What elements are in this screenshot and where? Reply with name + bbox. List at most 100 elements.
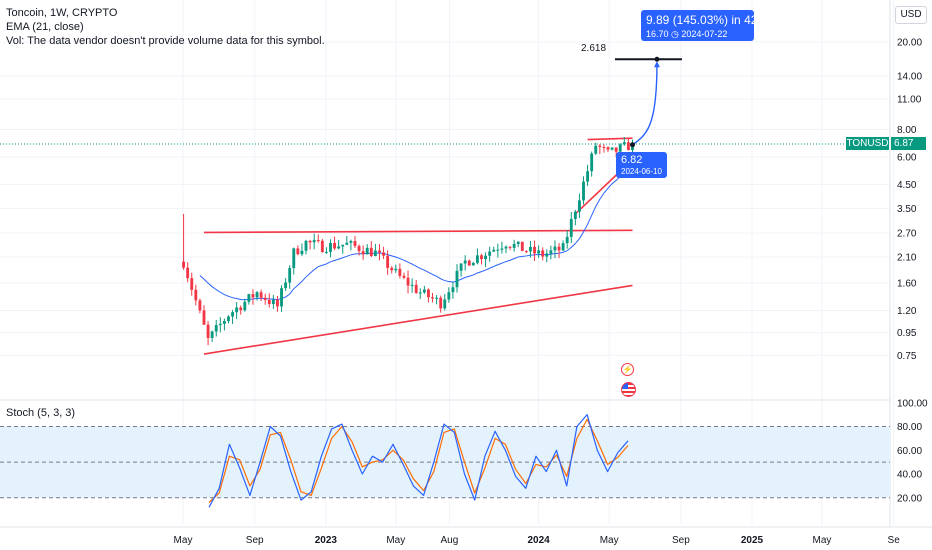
trendline-layer <box>203 137 633 355</box>
projection-label[interactable]: 9.89 (145.03%) in 42d 16.70 ◷ 2024-07-22 <box>641 10 764 41</box>
projection-change: 9.89 (145.03%) in 42d <box>646 13 765 27</box>
candle-body <box>492 249 496 252</box>
candle-body <box>182 261 186 268</box>
candle-body <box>288 268 292 283</box>
us-flag-icon[interactable] <box>621 382 636 397</box>
candle-body <box>304 240 308 251</box>
stoch-tick-label: 80.00 <box>897 422 922 433</box>
time-tick-label: 2024 <box>528 535 551 546</box>
candle-body <box>378 250 381 253</box>
trendline-support <box>203 284 633 355</box>
trendline-resistance <box>203 229 633 234</box>
ticker-badge: TONUSD <box>846 137 889 150</box>
candle-body <box>312 240 316 243</box>
stoch-k-line <box>208 414 629 508</box>
candle-body <box>435 297 439 299</box>
candle-body <box>537 250 541 254</box>
candle-body <box>427 289 430 298</box>
candle-body <box>610 147 614 150</box>
candle-body <box>386 255 390 268</box>
ema-line <box>199 167 633 301</box>
last-price-badge: 6.87 <box>891 137 926 150</box>
candle-body <box>545 253 549 257</box>
candle-body <box>235 307 239 313</box>
candle-body <box>206 324 210 338</box>
price-tick-label: 14.00 <box>897 72 922 83</box>
projection-curve <box>632 63 658 146</box>
stoch-tick-label: 60.00 <box>897 446 922 457</box>
time-tick-label: May <box>600 535 619 546</box>
price-tick-label: 2.70 <box>897 229 917 240</box>
candle-body <box>529 246 532 252</box>
lightning-icon[interactable]: ⚡ <box>621 363 634 376</box>
candle-body <box>390 267 394 271</box>
candle-body <box>357 245 361 252</box>
price-tick-label: 4.50 <box>897 180 917 191</box>
candle-body <box>626 142 630 151</box>
stoch-tick-label: 100.00 <box>897 398 928 409</box>
time-tick-label: Aug <box>441 535 459 546</box>
candle-body <box>602 146 606 148</box>
candle-body <box>439 297 443 309</box>
candle-body <box>598 145 602 147</box>
candle-body <box>618 144 622 152</box>
candle-body <box>471 262 475 266</box>
stoch-tick-label: 40.00 <box>897 470 922 481</box>
candle-body <box>406 277 410 286</box>
projection-target: 16.70 ◷ 2024-07-22 <box>646 29 728 39</box>
candle-body <box>243 301 247 311</box>
legend-volume: Vol: The data vendor doesn't provide vol… <box>6 35 325 47</box>
candle-body <box>561 243 565 251</box>
candle-body <box>337 246 341 249</box>
candle-body <box>594 145 598 154</box>
candle-body <box>292 248 296 269</box>
candle-body <box>247 294 251 302</box>
candle-layer <box>182 137 634 346</box>
candle-body <box>186 267 190 279</box>
candle-body <box>549 250 553 254</box>
projection-arrow <box>653 61 660 68</box>
candle-body <box>194 289 198 301</box>
stoch-legend[interactable]: Stoch (5, 3, 3) <box>6 407 76 419</box>
candle-body <box>500 248 504 250</box>
candle-body <box>218 323 222 326</box>
candle-body <box>496 249 500 251</box>
candle-body <box>259 292 263 298</box>
time-axis-layer: May Sep 2023 May Aug 2024 May Sep 2025 May Se <box>174 535 901 546</box>
candle-body <box>443 299 447 309</box>
candle-body <box>333 242 337 249</box>
currency-selector[interactable]: USD <box>895 6 927 24</box>
price-tick-label: 1.20 <box>897 306 917 317</box>
marker-date: 2024-06-10 <box>621 167 662 176</box>
candle-body <box>316 240 320 242</box>
candle-body <box>300 250 304 255</box>
candle-body <box>284 282 288 289</box>
projection-layer <box>614 56 682 148</box>
candle-body <box>578 200 581 212</box>
candle-body <box>222 321 226 324</box>
candle-body <box>214 325 218 332</box>
candle-body <box>475 255 479 263</box>
time-tick-label: May <box>386 535 405 546</box>
legend-symbol[interactable]: Toncoin, 1W, CRYPTO <box>6 7 118 19</box>
candle-body <box>198 300 202 311</box>
start-point <box>629 142 635 148</box>
stoch-lines-layer <box>208 414 629 508</box>
candle-body <box>414 284 418 293</box>
candle-body <box>349 241 353 243</box>
candle-body <box>418 292 422 294</box>
candle-body <box>410 284 414 286</box>
candle-body <box>394 268 398 271</box>
candle-body <box>533 246 536 254</box>
legend-ema[interactable]: EMA (21, close) <box>6 21 84 33</box>
candle-body <box>373 250 377 257</box>
candle-body <box>606 147 610 150</box>
candle-body <box>382 252 385 256</box>
stoch-tick-label: 20.00 <box>897 493 922 504</box>
target-point <box>654 56 660 62</box>
candle-body <box>365 247 369 255</box>
current-marker-label[interactable]: 6.82 2024-06-10 <box>616 152 667 178</box>
candle-body <box>463 260 467 264</box>
price-tick-label: 0.95 <box>897 328 917 339</box>
